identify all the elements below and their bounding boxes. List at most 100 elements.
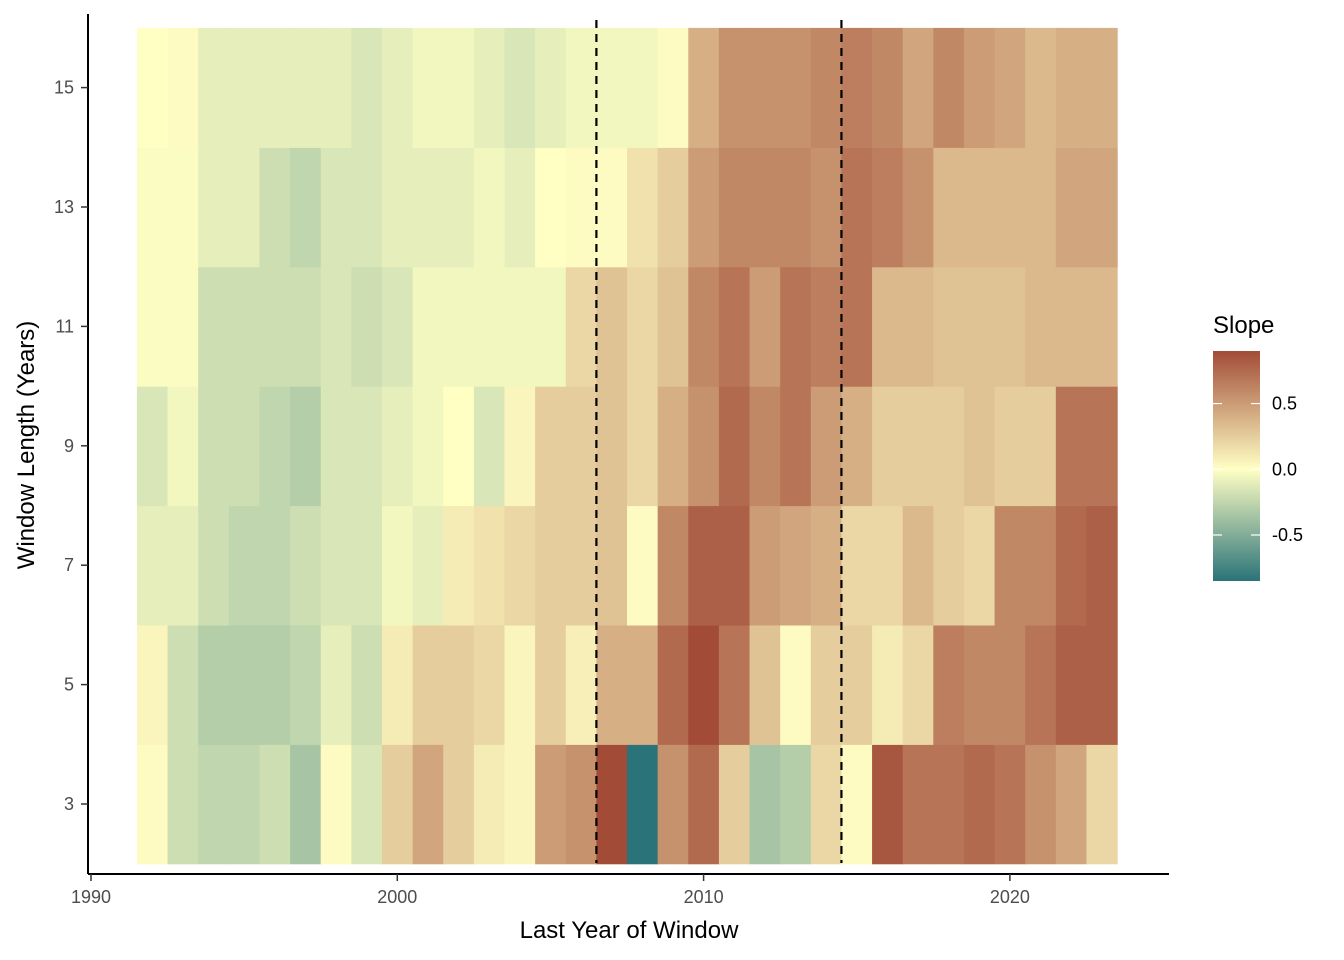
heatmap-cell [841,147,873,268]
heatmap-cell [933,147,965,268]
heatmap-cell [228,27,261,148]
heatmap-cell [381,147,414,268]
heatmap-cell [902,147,934,268]
heatmap-cell [259,624,291,745]
heatmap-cell [963,266,996,387]
heatmap-cell [535,147,567,268]
heatmap-cell [963,505,996,626]
heatmap-cell [473,744,506,865]
heatmap-cell [963,744,996,865]
heatmap-cell [596,266,628,387]
heatmap-cell [688,266,720,387]
heatmap-cell [351,266,383,387]
heatmap-cell [259,147,291,268]
heatmap-cell [228,386,261,507]
heatmap-cell [872,744,904,865]
heatmap-cell [810,147,843,268]
heatmap-cell [167,266,199,387]
heatmap-cell [1025,27,1057,148]
heatmap-cell [504,147,536,268]
heatmap-cell [749,744,781,865]
heatmap-cell [228,624,261,745]
heatmap-cell [320,147,352,268]
heatmap-cell [443,386,475,507]
heatmap-cell [1055,744,1088,865]
heatmap-cell [933,624,965,745]
x-tick-label: 2010 [684,887,724,907]
heatmap-cell [136,624,169,745]
heatmap-cell [473,147,506,268]
heatmap-cell [290,266,322,387]
heatmap-cell [290,147,322,268]
heatmap-cell [749,624,781,745]
heatmap-cell [381,386,414,507]
heatmap-cell [290,624,322,745]
heatmap-cell [657,147,689,268]
heatmap-cell [167,505,199,626]
heatmap-cell [504,744,536,865]
heatmap-cell [320,505,352,626]
heatmap-cell [228,744,261,865]
heatmap-cell [259,386,291,507]
heatmap-cell [1055,147,1088,268]
heatmap-cell [565,266,597,387]
heatmap-cell [443,744,475,865]
heatmap-cell [320,27,352,148]
heatmap-cell [320,386,352,507]
heatmap-cell [627,744,659,865]
heatmap-cell [902,266,934,387]
heatmap-cell [688,505,720,626]
y-tick-label: 5 [64,675,74,695]
heatmap-cell [718,386,751,507]
heatmap-cell [565,624,597,745]
heatmap-cell [657,266,689,387]
y-tick-label: 7 [64,555,74,575]
heatmap-cell [841,27,873,148]
heatmap-cell [872,266,904,387]
y-tick-label: 15 [54,78,74,98]
heatmap-cell [473,624,506,745]
heatmap-cell [688,744,720,865]
heatmap-cell [136,505,169,626]
legend: Slope -0.5 0.0 0.5 [1213,312,1303,581]
heatmap-cell [994,147,1026,268]
heatmap-cell [259,505,291,626]
heatmap-cell [136,266,169,387]
heatmap-cell [718,624,751,745]
heatmap-cell [933,744,965,865]
heatmap-cell [933,386,965,507]
heatmap-cell [167,386,199,507]
heatmap-cell [627,624,659,745]
heatmap-cell [780,147,812,268]
heatmap-cell [657,744,689,865]
heatmap-cell [198,147,230,268]
heatmap-cell [596,27,628,148]
heatmap-cell [872,27,904,148]
heatmap-cell [810,266,843,387]
legend-tick-label: -0.5 [1272,525,1303,545]
heatmap-cell [136,27,169,148]
heatmap-cell [443,505,475,626]
heatmap-cell [749,266,781,387]
heatmap-cell [657,27,689,148]
heatmap-cell [535,266,567,387]
x-axis-title: Last Year of Window [520,917,739,944]
legend-tick-label: 0.5 [1272,394,1297,414]
heatmap-cell [1025,505,1057,626]
heatmap-cell [902,27,934,148]
heatmap-cell [167,27,199,148]
heatmap-cell [780,505,812,626]
x-tick-label: 2020 [990,887,1030,907]
heatmap-cell [1086,505,1118,626]
heatmap-cell [535,27,567,148]
heatmap-cell [933,27,965,148]
heatmap-cell [351,147,383,268]
heatmap-cell [412,147,444,268]
heatmap-cell [1025,386,1057,507]
heatmap-cell [198,744,230,865]
heatmap-cell [810,744,843,865]
heatmap-cell [473,386,506,507]
axes [87,14,1169,875]
heatmap-cell [718,266,751,387]
